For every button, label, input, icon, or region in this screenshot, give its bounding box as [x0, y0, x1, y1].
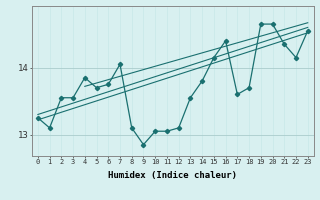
- X-axis label: Humidex (Indice chaleur): Humidex (Indice chaleur): [108, 171, 237, 180]
